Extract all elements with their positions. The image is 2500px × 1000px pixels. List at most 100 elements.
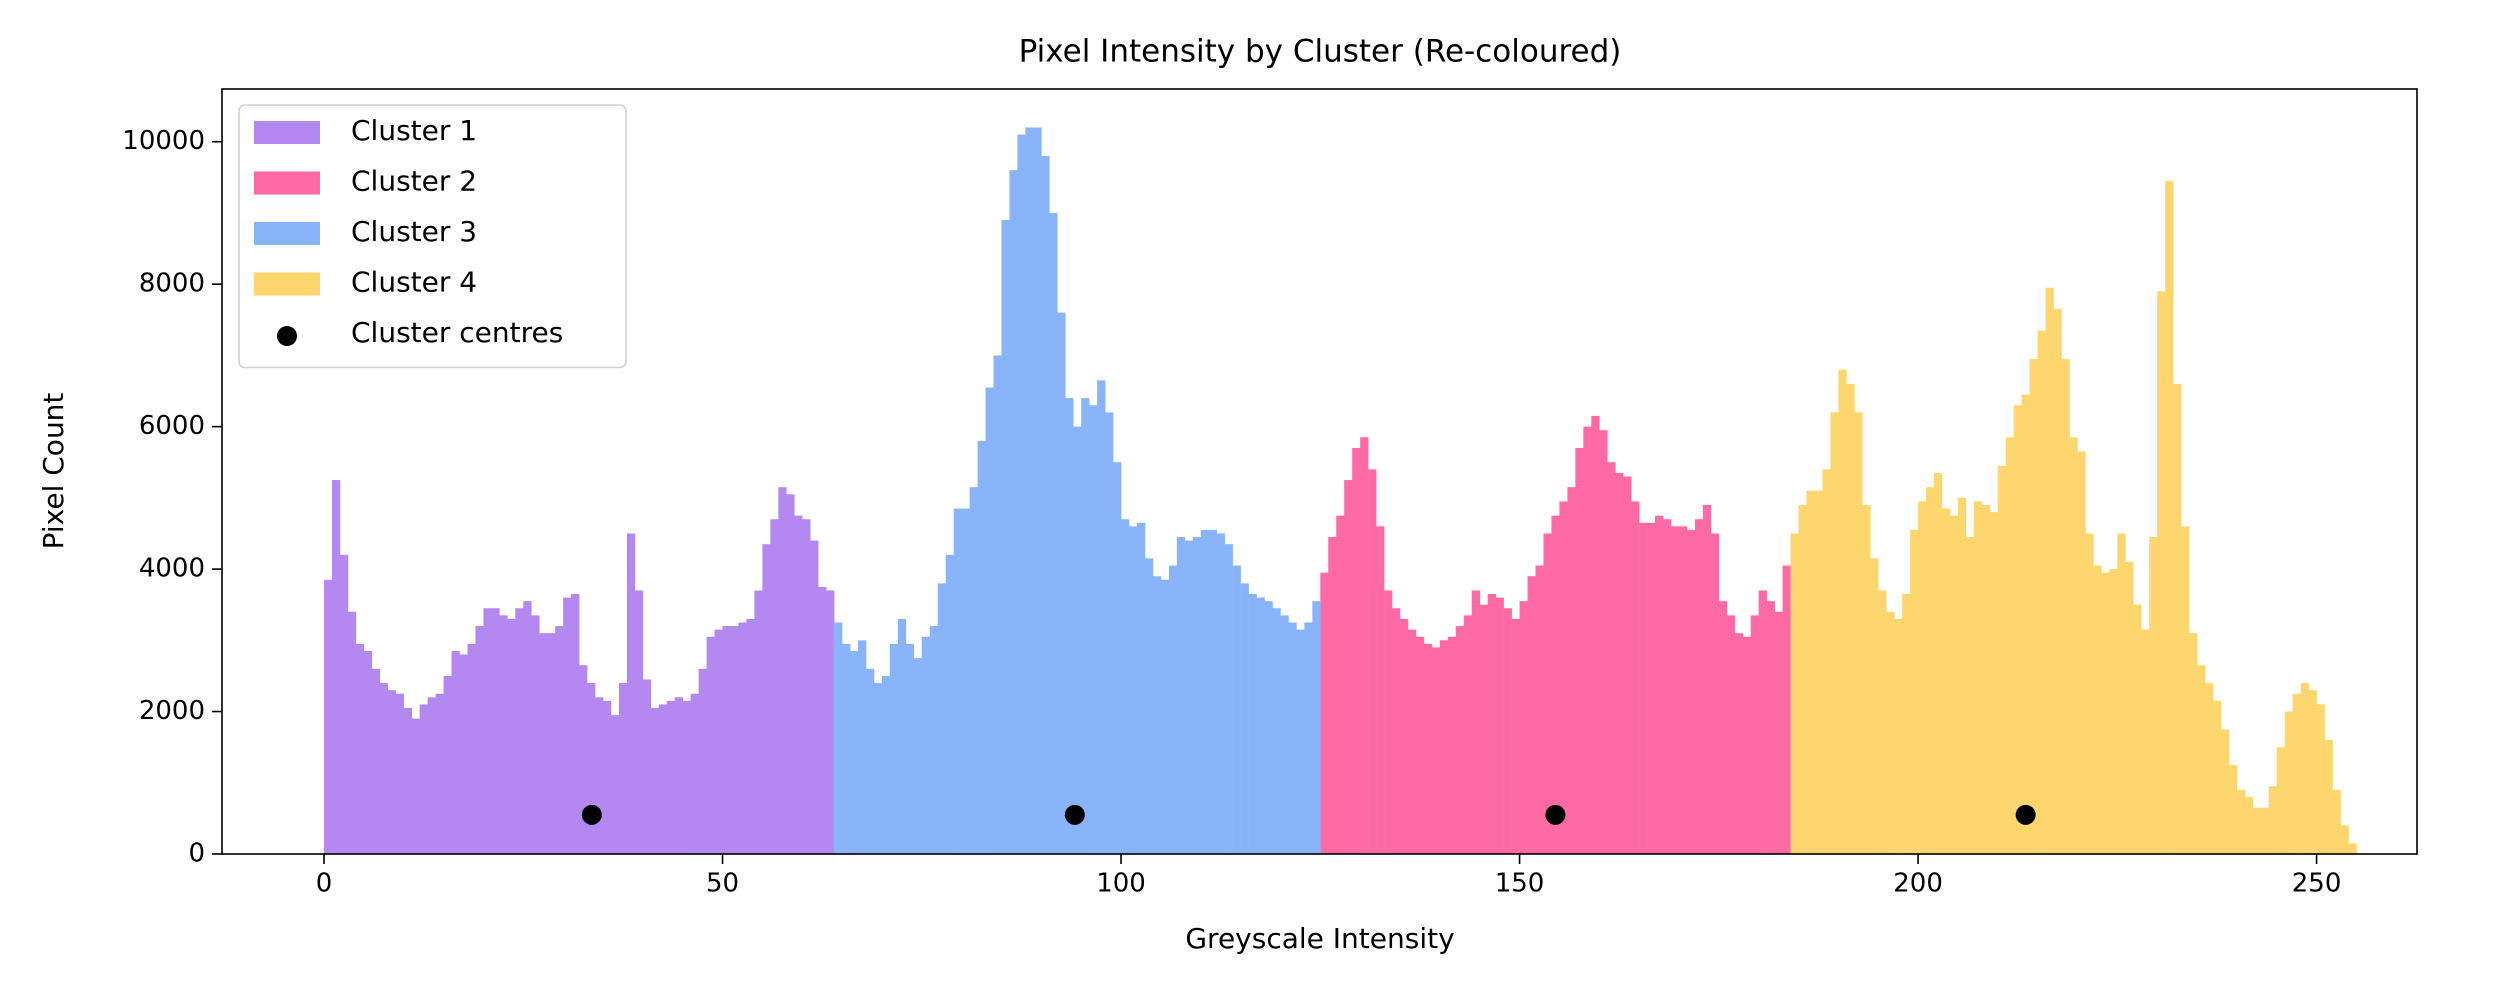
histogram-bar [1415, 636, 1425, 854]
histogram-bar [1894, 618, 1903, 854]
histogram-bar [1567, 487, 1576, 854]
histogram-bar [602, 700, 612, 854]
cluster-centre [1545, 804, 1566, 825]
histogram-bar [1081, 398, 1090, 854]
histogram-bar [2053, 309, 2062, 854]
histogram-bar [1328, 537, 1337, 854]
histogram-bar [706, 636, 715, 854]
histogram-bar [762, 544, 771, 854]
histogram-bar [411, 718, 420, 854]
histogram-bar [1312, 601, 1321, 854]
y-axis-label: Pixel Count [37, 393, 70, 550]
histogram-bar [355, 643, 365, 854]
histogram-bar [1583, 426, 1592, 854]
histogram-bar [1886, 611, 1895, 854]
y-tick-label: 6000 [139, 411, 205, 441]
histogram-bar [1463, 615, 1473, 854]
histogram-bar [1718, 601, 1728, 854]
histogram-bar [1623, 476, 1632, 854]
cluster-centre [581, 804, 602, 825]
y-tick-label: 2000 [139, 696, 205, 726]
histogram-bar [1017, 134, 1026, 854]
histogram-bar [913, 658, 923, 854]
legend-label: Cluster 1 [351, 114, 477, 147]
histogram-bar [1902, 594, 1911, 854]
histogram-bar [1758, 590, 1767, 854]
histogram-bar [555, 626, 564, 854]
histogram-bar [515, 608, 524, 854]
histogram-bar [2109, 569, 2118, 854]
legend-label: Cluster 3 [351, 215, 477, 248]
histogram-bar [2348, 843, 2357, 854]
histogram-bar [1447, 636, 1457, 854]
histogram-bar [826, 590, 835, 854]
legend-marker [277, 326, 297, 346]
histogram-bar [1511, 618, 1520, 854]
histogram-bar [1455, 626, 1465, 854]
histogram-bar [2300, 683, 2309, 854]
x-tick-label: 0 [316, 869, 333, 899]
histogram-bar [1200, 529, 1210, 854]
histogram-bar [1049, 212, 1058, 855]
histogram-bar [1973, 501, 1983, 854]
histogram-bar [1766, 601, 1775, 854]
histogram-bar [2276, 747, 2285, 854]
histogram-bar [1878, 590, 1887, 854]
histogram-bar [379, 683, 389, 854]
histogram-bar [1854, 412, 1863, 854]
histogram-bar [2037, 330, 2046, 854]
y-tick-label: 10000 [122, 126, 205, 156]
histogram-bar [634, 590, 644, 854]
histogram-bar [921, 636, 931, 854]
histogram-bar [945, 554, 954, 854]
histogram-bar [563, 597, 572, 854]
histogram-bar [714, 629, 723, 854]
legend-swatch [254, 272, 320, 296]
histogram-bar [1288, 622, 1297, 854]
histogram-bar [1041, 155, 1050, 854]
histogram-bar [2021, 394, 2030, 854]
histogram-bar [1941, 508, 1951, 854]
histogram-bar [2093, 565, 2102, 854]
histogram-bar [2141, 629, 2150, 854]
histogram-bar [1097, 380, 1106, 854]
histogram-bar [2308, 690, 2317, 854]
histogram-bar [1089, 405, 1098, 854]
histogram-bar [626, 533, 636, 854]
histogram-bar [1392, 608, 1401, 854]
histogram-bar [810, 540, 819, 854]
histogram-bar [1519, 601, 1528, 854]
histogram-bar [2157, 291, 2166, 854]
legend-box [238, 104, 627, 369]
histogram-bar [1790, 533, 1799, 854]
histogram-bar [1559, 501, 1568, 854]
histogram-bar [1152, 576, 1162, 854]
y-tick-label: 8000 [139, 269, 205, 299]
histogram-bar [674, 697, 683, 854]
histogram-bar [571, 594, 580, 854]
histogram-bar [1678, 526, 1688, 854]
histogram-bar [770, 519, 779, 854]
histogram-bar [1399, 618, 1409, 854]
histogram-bar [658, 704, 668, 854]
histogram-bar [1997, 465, 2007, 854]
histogram-bar [1184, 540, 1194, 854]
histogram-bar [2013, 405, 2022, 854]
histogram-bar [1686, 529, 1696, 854]
histogram-bar [435, 693, 444, 854]
histogram-bar [2117, 533, 2126, 854]
cluster-centre [2015, 804, 2036, 825]
legend-label: Cluster centres [351, 316, 563, 349]
histogram-bar [1670, 526, 1680, 854]
x-tick-label: 100 [1096, 869, 1146, 899]
histogram-bar [1814, 490, 1823, 854]
histogram-bar [1256, 597, 1265, 854]
histogram-bar [842, 643, 851, 854]
histogram-bar [523, 601, 532, 854]
histogram-bar [1838, 369, 1847, 854]
histogram-bar [395, 693, 405, 854]
histogram-bar [475, 626, 484, 854]
histogram-bar [993, 355, 1002, 854]
histogram-bar [1224, 544, 1233, 854]
histogram-bar [1216, 533, 1225, 854]
